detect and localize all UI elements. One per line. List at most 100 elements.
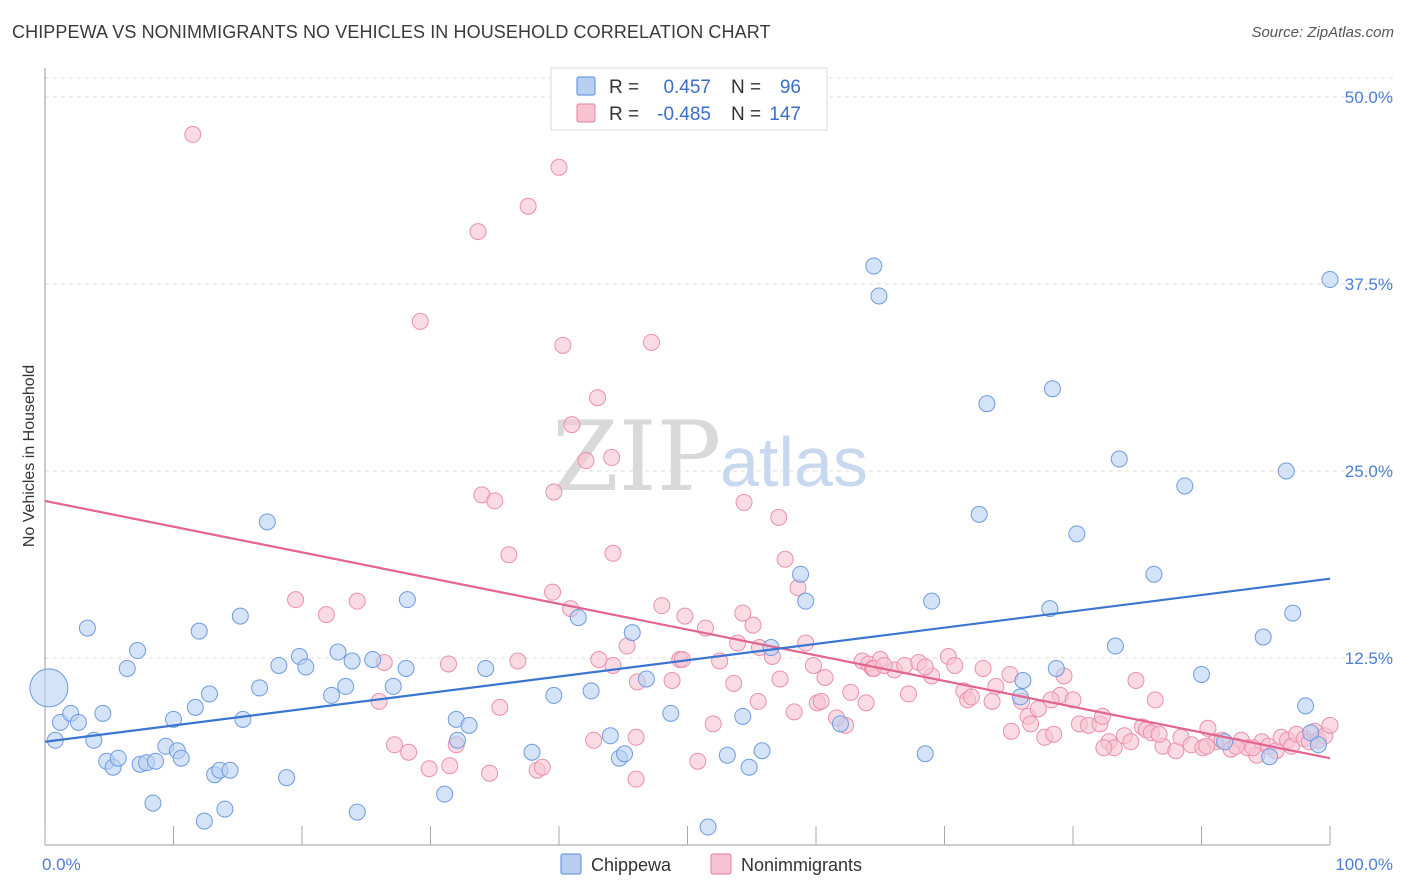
chippewa-point <box>348 803 366 821</box>
chippewa-point <box>1047 659 1065 677</box>
nonimmigrants-point <box>676 607 694 625</box>
chippewa-point <box>69 713 87 731</box>
chippewa-point <box>870 287 888 305</box>
chippewa-point <box>436 785 454 803</box>
nonimmigrants-point <box>184 125 202 143</box>
nonimmigrants-point <box>348 592 366 610</box>
chippewa-point <box>109 749 127 767</box>
chippewa-point <box>94 704 112 722</box>
nonimmigrants-point <box>643 333 661 351</box>
nonimmigrants-point <box>816 668 834 686</box>
chippewa-point <box>258 513 276 531</box>
nonimmigrants-point <box>857 694 875 712</box>
chippewa-point <box>195 812 213 830</box>
nonimmigrants-point <box>1095 739 1113 757</box>
chippewa-point <box>1110 450 1128 468</box>
nonimmigrants-trend-line <box>44 499 1331 760</box>
nonimmigrants-point <box>1198 737 1216 755</box>
nonimmigrants-point <box>735 493 753 511</box>
chippewa-point <box>398 591 416 609</box>
nonimmigrants-point <box>411 312 429 330</box>
chippewa-point <box>970 505 988 523</box>
chippewa-point <box>1321 271 1339 289</box>
nonimmigrants-point <box>1122 733 1140 751</box>
chippewa-point <box>637 670 655 688</box>
chippewa-point <box>251 679 269 697</box>
nonimmigrants-point <box>441 757 459 775</box>
nonimmigrants-point <box>386 736 404 754</box>
chippewa-point <box>699 818 717 836</box>
chippewa-point <box>343 652 361 670</box>
chippewa-point <box>147 752 165 770</box>
legend: R = 0.457 N = 96 R = -0.485 N = 147 <box>550 67 828 131</box>
nonimmigrants-points <box>184 125 1339 788</box>
chippewa-point <box>1254 628 1272 646</box>
chippewa-point <box>323 686 341 704</box>
chart-source: Source: ZipAtlas.com <box>1251 24 1394 41</box>
chippewa-point <box>297 658 315 676</box>
y-tick-label: 25.0% <box>1345 462 1393 481</box>
x-tick-label: 0.0% <box>42 855 81 874</box>
legend-r-value-1: 0.457 <box>663 77 711 98</box>
nonimmigrants-point <box>983 692 1001 710</box>
nonimmigrants-point <box>589 389 607 407</box>
chippewa-point <box>797 592 815 610</box>
chippewa-point <box>221 761 239 779</box>
chippewa-point <box>448 731 466 749</box>
nonimmigrants-point <box>749 692 767 710</box>
nonimmigrants-point <box>554 336 572 354</box>
chippewa-point <box>1284 604 1302 622</box>
chippewa-point <box>29 668 69 708</box>
nonimmigrants-point <box>1150 725 1168 743</box>
chippewa-point <box>1176 477 1194 495</box>
chippewa-point <box>601 727 619 745</box>
chippewa-point <box>582 682 600 700</box>
chippewa-point <box>916 745 934 763</box>
nonimmigrants-point <box>785 703 803 721</box>
watermark-atlas: atlas <box>720 423 868 501</box>
bottom-legend: Chippewa Nonimmigrants <box>560 853 862 875</box>
nonimmigrants-point <box>550 158 568 176</box>
nonimmigrants-point <box>287 591 305 609</box>
legend-swatch-nonimmigrants <box>576 103 596 123</box>
chippewa-point <box>477 659 495 677</box>
bottom-legend-swatch-chippewa <box>560 853 582 875</box>
chippewa-point <box>460 716 478 734</box>
nonimmigrants-point <box>842 683 860 701</box>
nonimmigrants-point <box>916 658 934 676</box>
nonimmigrants-point <box>603 449 621 467</box>
watermark: ZIP atlas <box>552 401 868 513</box>
chippewa-point <box>1041 600 1059 618</box>
chippewa-point <box>545 686 563 704</box>
tick-labels: 12.5% 25.0% 37.5% 50.0% 0.0% 100.0% <box>42 88 1393 874</box>
chippewa-point <box>662 704 680 722</box>
legend-n-label-1: N = <box>731 77 761 98</box>
nonimmigrants-point <box>585 731 603 749</box>
nonimmigrants-point <box>400 743 418 761</box>
chippewa-point <box>978 395 996 413</box>
nonimmigrants-point <box>689 752 707 770</box>
chippewa-point <box>384 677 402 695</box>
nonimmigrants-point <box>469 223 487 241</box>
nonimmigrants-point <box>1022 715 1040 733</box>
chippewa-point <box>329 643 347 661</box>
legend-n-value-2: 147 <box>769 104 801 125</box>
nonimmigrants-point <box>1045 725 1063 743</box>
nonimmigrants-point <box>533 758 551 776</box>
nonimmigrants-point <box>509 652 527 670</box>
chippewa-points <box>29 257 1339 836</box>
nonimmigrants-point <box>370 692 388 710</box>
chippewa-point <box>186 698 204 716</box>
chippewa-point <box>129 642 147 660</box>
chippewa-point <box>216 800 234 818</box>
nonimmigrants-point <box>771 670 789 688</box>
nonimmigrants-point <box>1127 671 1145 689</box>
chippewa-point <box>278 769 296 787</box>
y-tick-label: 50.0% <box>1345 88 1393 107</box>
legend-r-value-2: -0.485 <box>657 104 711 125</box>
legend-r-label-2: R = <box>609 104 639 125</box>
nonimmigrants-point <box>563 416 581 434</box>
chippewa-point <box>172 749 190 767</box>
nonimmigrants-point <box>627 728 645 746</box>
